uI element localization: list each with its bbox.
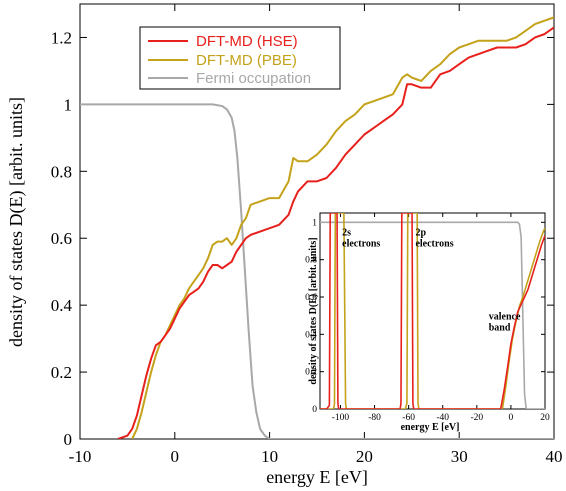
inset-annotation: valence — [489, 311, 521, 322]
inset-x-tick-label: -40 — [436, 413, 449, 423]
main-series-pbe-line — [131, 16, 554, 439]
inset-x-tick-label: -60 — [402, 413, 415, 423]
inset-annotation: 2s — [342, 227, 351, 238]
main-y-axis-title: density of states D(E) [arbit. units] — [6, 97, 27, 347]
main-x-tick-label: 0 — [171, 447, 180, 466]
inset-y-tick-label: 0.6 — [305, 293, 317, 303]
inset-x-tick-label: -100 — [332, 413, 350, 423]
main-series-hse-line — [117, 26, 554, 439]
main-x-tick-label: 20 — [356, 447, 373, 466]
main-x-axis-title: energy E [eV] — [266, 467, 368, 487]
inset-annotation: electrons — [415, 239, 453, 250]
inset-series-hse-line — [320, 213, 545, 409]
inset-y-tick-label: 0.4 — [305, 330, 317, 340]
inset-x-tick-label: 0 — [509, 413, 514, 423]
main-x-tick-label: 10 — [261, 447, 278, 466]
main-y-tick-label: 0.6 — [51, 229, 72, 248]
main-y-tick-label: 1 — [64, 95, 73, 114]
inset-series-pbe-line — [320, 213, 545, 409]
inset-series-group — [320, 213, 545, 409]
inset-y-tick-label: 0 — [312, 405, 317, 415]
legend-label-pbe: DFT-MD (PBE) — [196, 52, 297, 69]
inset-axis-ticks: -100 -80 -60 -40 -20 0 20 0 0.2 0.4 0.6 0.8 1 — [305, 213, 550, 423]
main-y-tick-label: 1.2 — [51, 28, 72, 47]
inset-annotation: band — [489, 323, 511, 334]
inset-x-tick-label: -20 — [470, 413, 483, 423]
inset-x-tick-label: 20 — [540, 413, 550, 423]
main-y-tick-label: 0.8 — [51, 162, 72, 181]
inset-series-fermi-line — [320, 221, 545, 409]
inset-x-axis-title: energy E [eV] — [401, 422, 460, 433]
main-series-group — [80, 16, 554, 439]
inset-y-tick-label: 1 — [312, 218, 317, 228]
inset-y-tick-label: 0.2 — [305, 368, 317, 378]
inset-y-tick-label: 0.8 — [305, 256, 317, 266]
main-x-tick-label: 40 — [546, 447, 563, 466]
main-y-tick-label: 0.4 — [51, 296, 73, 315]
main-y-tick-label: 0.2 — [51, 363, 72, 382]
legend-label-fermi: Fermi occupation — [196, 70, 311, 87]
main-x-tick-label: 30 — [451, 447, 468, 466]
main-series-fermi-line — [80, 103, 554, 439]
inset-annotation: electrons — [342, 239, 380, 250]
legend-label-hse: DFT-MD (HSE) — [196, 33, 298, 50]
legend: DFT-MD (HSE) DFT-MD (PBE) Fermi occupati… — [139, 26, 341, 90]
main-y-tick-label: 0 — [64, 430, 73, 449]
inset-x-tick-label: -80 — [368, 413, 381, 423]
main-x-tick-label: -10 — [69, 447, 92, 466]
inset-annotation: 2p — [415, 227, 426, 238]
inset-y-axis-title: density of states D(E) [arbit. units] — [308, 237, 319, 384]
